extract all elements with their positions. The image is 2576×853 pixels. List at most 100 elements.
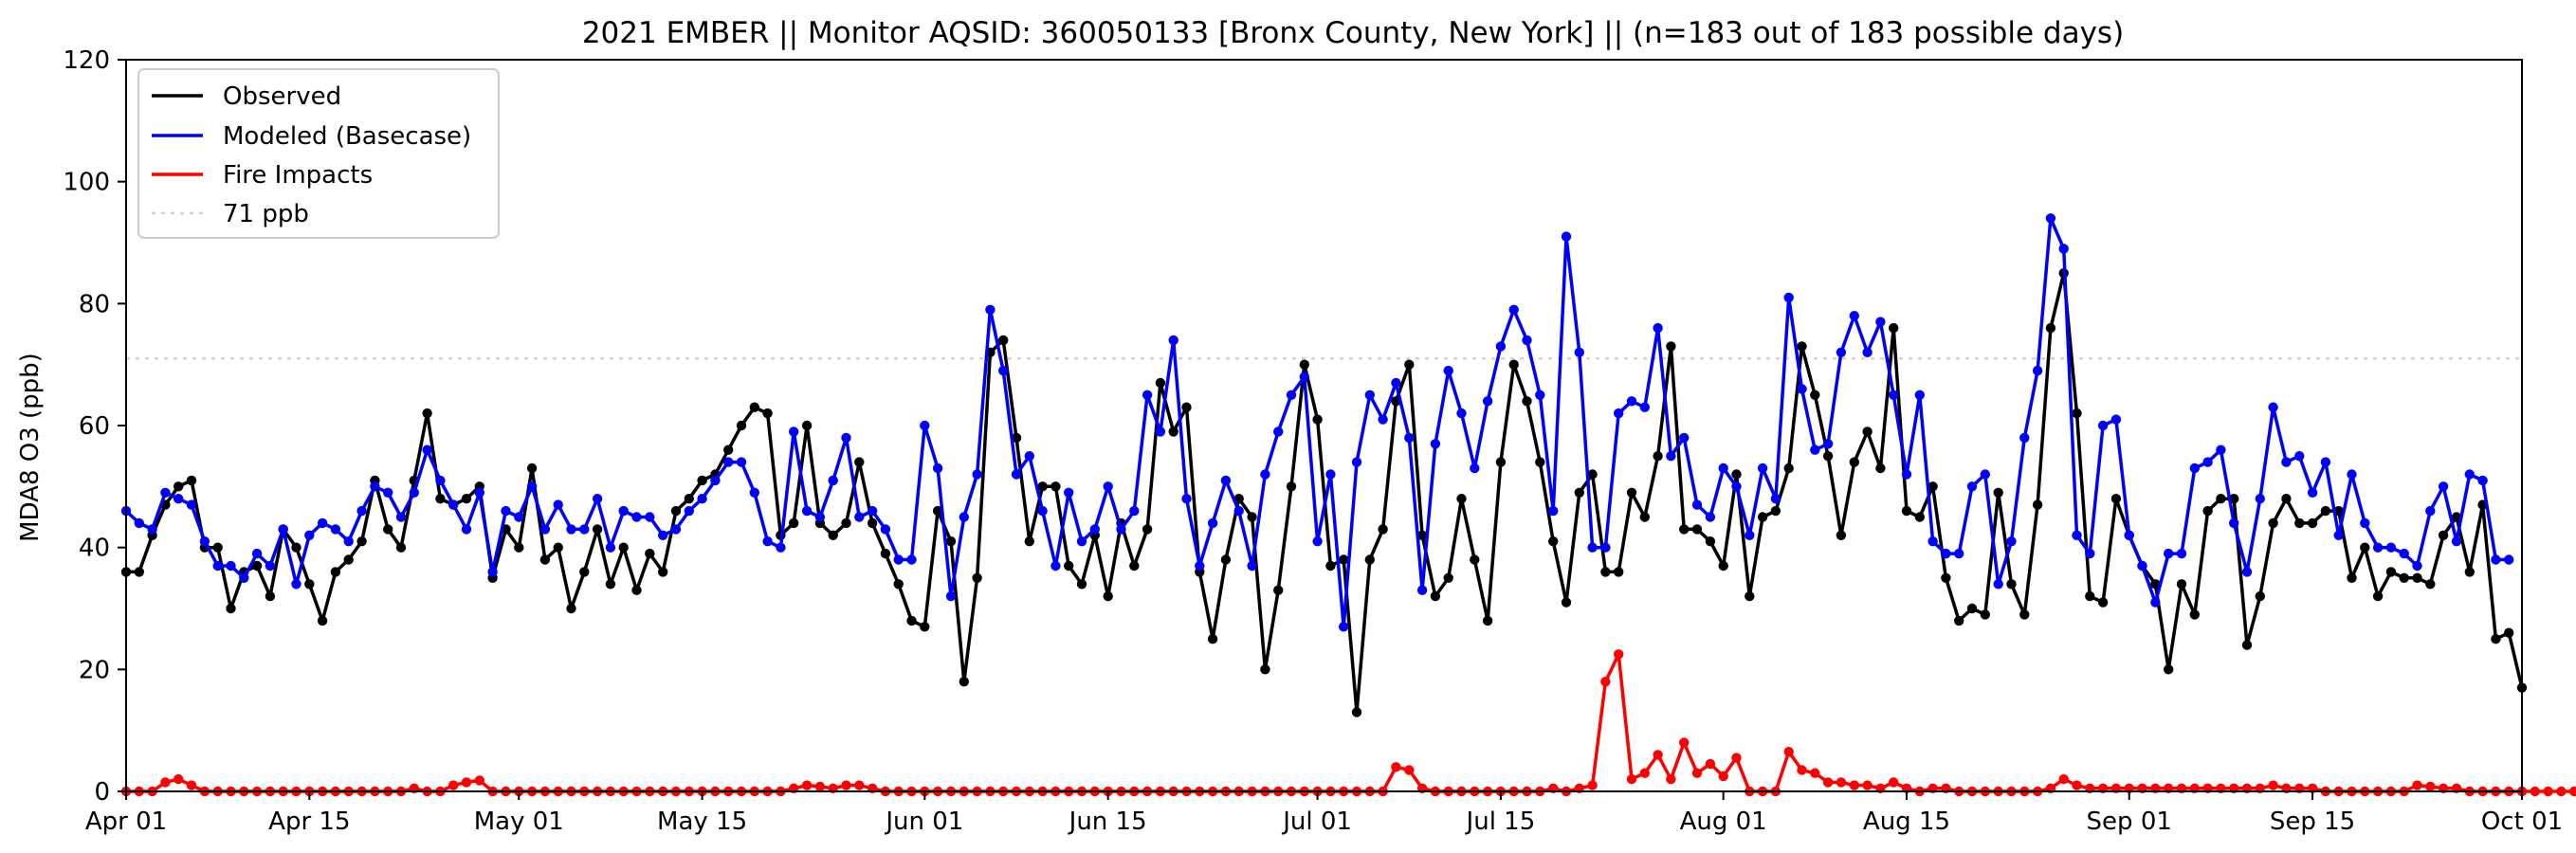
data-point: [1783, 747, 1794, 757]
data-point: [1495, 457, 1507, 467]
data-point: [801, 420, 813, 431]
data-point: [854, 457, 865, 467]
data-point: [749, 487, 759, 498]
data-point: [2569, 786, 2576, 797]
data-point: [749, 402, 759, 412]
data-point: [539, 524, 551, 535]
data-point: [1351, 457, 1362, 467]
data-point: [1954, 615, 1964, 626]
data-point: [2150, 597, 2161, 608]
data-point: [2504, 554, 2514, 565]
data-point: [2058, 244, 2069, 254]
data-point: [932, 505, 943, 517]
data-point: [1614, 649, 1624, 660]
data-point: [1770, 505, 1781, 517]
data-point: [2216, 494, 2226, 504]
data-point: [2085, 590, 2095, 602]
data-point: [2294, 517, 2305, 529]
data-point: [2006, 536, 2017, 547]
data-point: [2241, 640, 2253, 650]
data-point: [801, 780, 813, 790]
data-point: [1639, 402, 1651, 412]
data-point: [2255, 590, 2265, 602]
data-point: [1561, 231, 1572, 242]
data-point: [1626, 773, 1637, 785]
data-point: [1691, 524, 1703, 535]
data-point: [1103, 590, 1113, 602]
data-point: [1993, 579, 2003, 590]
data-point: [514, 542, 524, 553]
plot-frame: [125, 59, 2523, 792]
data-point: [1718, 771, 1728, 782]
chart-title: 2021 EMBER || Monitor AQSID: 360050133 […: [582, 16, 2124, 50]
data-point: [1679, 737, 1690, 748]
data-point: [1626, 487, 1637, 498]
data-point: [2058, 773, 2069, 785]
data-point: [501, 505, 511, 517]
data-point: [1836, 347, 1847, 357]
data-point: [422, 445, 432, 455]
data-point: [2307, 517, 2318, 529]
x-tick-label: May 15: [657, 808, 747, 836]
data-point: [134, 567, 144, 577]
data-point: [265, 590, 276, 602]
data-point: [1011, 432, 1022, 444]
data-point: [1941, 572, 1951, 583]
data-point: [1364, 554, 1376, 565]
data-point: [539, 554, 551, 565]
data-point: [2019, 432, 2030, 444]
x-tick-label: May 01: [474, 808, 564, 836]
data-point: [1430, 439, 1441, 449]
data-point: [2268, 402, 2278, 412]
data-point: [1535, 457, 1545, 467]
data-point: [920, 622, 930, 632]
data-point: [736, 420, 747, 431]
data-point: [1862, 780, 1873, 790]
data-point: [1901, 469, 1912, 480]
data-point: [1522, 396, 1532, 407]
data-point: [1993, 487, 2003, 498]
data-point: [2399, 548, 2409, 559]
data-point: [304, 530, 315, 540]
data-point: [2216, 445, 2226, 455]
data-point: [1416, 530, 1428, 540]
x-tick-label: Sep 15: [2270, 808, 2355, 836]
data-point: [2438, 481, 2449, 492]
data-point: [841, 780, 851, 790]
data-point: [1574, 347, 1585, 357]
data-point: [435, 475, 446, 486]
data-point: [1076, 579, 1087, 590]
data-point: [867, 517, 878, 529]
data-point: [2425, 579, 2436, 590]
data-point: [1718, 560, 1728, 572]
data-point: [1155, 377, 1166, 389]
data-point: [1129, 505, 1140, 517]
data-point: [2360, 542, 2370, 553]
data-point: [2412, 572, 2422, 583]
data-point: [1666, 451, 1676, 462]
data-point: [2229, 517, 2239, 529]
data-point: [330, 524, 341, 535]
data-point: [972, 469, 982, 480]
data-point: [1273, 426, 1284, 437]
data-point: [1691, 499, 1703, 510]
data-point: [1822, 451, 1834, 462]
data-point: [1849, 780, 1860, 790]
data-point: [998, 365, 1009, 376]
data-point: [317, 615, 328, 626]
data-point: [1966, 603, 1978, 614]
data-point: [1482, 615, 1493, 626]
data-point: [1195, 560, 1205, 572]
data-point: [880, 524, 891, 535]
data-point: [1247, 560, 1257, 572]
data-point: [854, 780, 865, 790]
data-point: [1966, 481, 1978, 492]
data-point: [1587, 542, 1598, 553]
data-point: [1862, 347, 1873, 357]
data-point: [160, 777, 171, 788]
data-point: [1666, 773, 1676, 785]
x-tick-label: Jun 01: [884, 808, 963, 836]
data-point: [2372, 590, 2384, 602]
data-point: [814, 781, 826, 792]
data-point: [2399, 572, 2409, 583]
